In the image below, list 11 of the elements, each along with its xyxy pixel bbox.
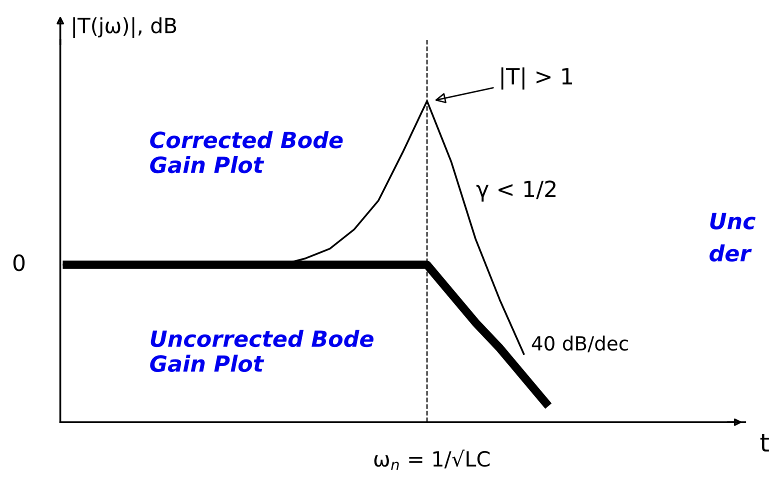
- text: |T| > 1: [501, 67, 572, 90]
- y-axis-title: |T(jω)|, dB: [73, 17, 176, 38]
- annotation: 40 dB/dec: [532, 336, 628, 352]
- text: der: [710, 244, 752, 262]
- text: 0: [13, 254, 25, 272]
- text: ω$_{n}$ = 1/√LC: [374, 450, 490, 470]
- annotation: γ < 1/2: [476, 180, 556, 202]
- text: Unc: [710, 212, 756, 230]
- text: Uncorrected Bode Gain Plot: [150, 330, 374, 372]
- text: t: [760, 434, 769, 452]
- series-label: Corrected Bode Gain Plot: [150, 131, 343, 174]
